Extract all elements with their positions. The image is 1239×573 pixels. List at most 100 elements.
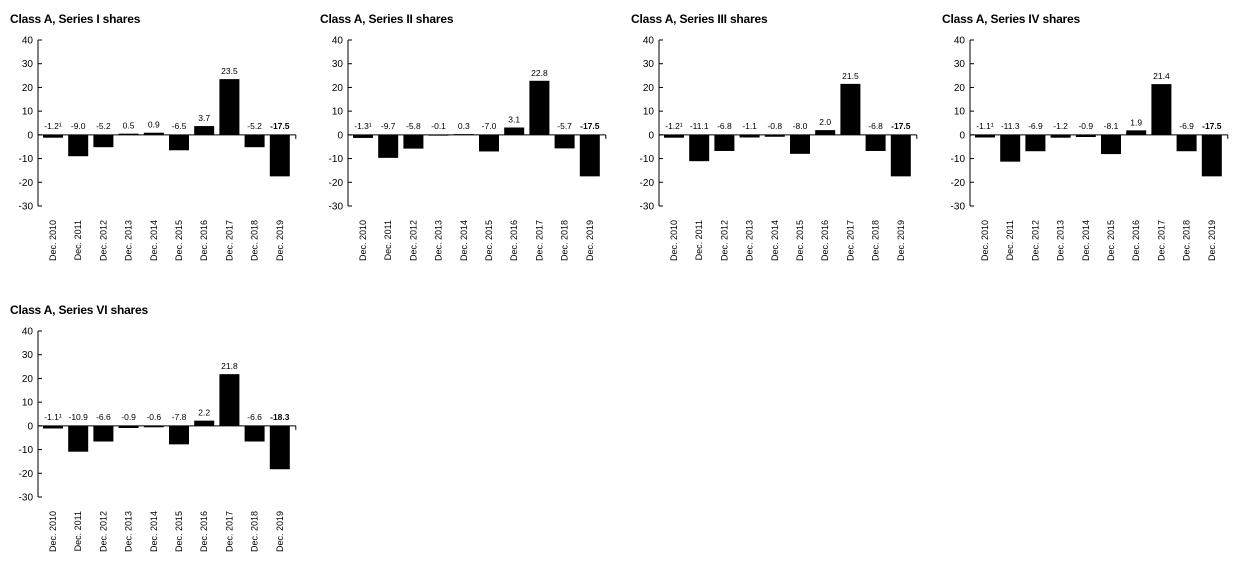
y-tick-label: 40	[22, 36, 34, 47]
chart-title: Class A, Series I shares	[10, 12, 141, 26]
x-tick-label: Dec. 2013	[124, 220, 134, 261]
data-label: -8.1	[1104, 121, 1119, 131]
bar	[1201, 134, 1222, 177]
bar	[403, 134, 424, 149]
y-tick-label: 20	[22, 374, 34, 385]
data-label: 0.5	[123, 121, 135, 131]
y-tick-label: 0	[27, 130, 33, 141]
bar	[68, 425, 89, 452]
y-tick-label: 0	[648, 130, 654, 141]
y-tick-label: -10	[951, 154, 966, 165]
x-tick-label: Dec. 2010	[48, 511, 58, 552]
chart-title: Class A, Series VI shares	[10, 303, 148, 317]
chart-panel-series-i: Class A, Series I shares 40 30 20 10 0 -10 -20…	[8, 12, 308, 282]
data-label: -10.9	[69, 412, 89, 422]
x-tick-label: Dec. 2015	[1106, 220, 1116, 261]
x-tick-label: Dec. 2019	[275, 220, 285, 261]
x-tick-label: Dec. 2012	[98, 511, 108, 552]
bar	[529, 80, 550, 135]
y-tick-label: 30	[332, 59, 344, 70]
data-label: 21.4	[1153, 71, 1170, 81]
y-tick-label: 30	[22, 59, 34, 70]
data-label: 0.9	[148, 120, 160, 130]
bar	[118, 425, 139, 428]
data-label: -7.0	[482, 121, 497, 131]
y-tick-label: 20	[332, 83, 344, 94]
y-tick-label: -30	[640, 202, 655, 213]
data-label: -9.7	[381, 121, 396, 131]
y-tick-label: 40	[643, 36, 655, 47]
x-tick-label: Dec. 2016	[820, 220, 830, 261]
data-label: -17.5	[1202, 121, 1222, 131]
x-tick-label: Dec. 2013	[434, 220, 444, 261]
bar	[975, 134, 995, 138]
bar	[664, 134, 684, 138]
bar	[169, 425, 189, 445]
bar	[815, 130, 836, 135]
x-tick-label: Dec. 2018	[1182, 220, 1192, 261]
y-tick-label: 0	[27, 421, 33, 432]
data-label: 22.8	[531, 68, 548, 78]
x-tick-label: Dec. 2014	[149, 511, 159, 552]
bar	[169, 134, 189, 151]
bar	[689, 134, 710, 162]
data-label: -5.2	[96, 121, 111, 131]
bar	[840, 83, 861, 135]
data-label: -17.5	[270, 121, 290, 131]
bar	[269, 425, 290, 470]
bar	[1075, 134, 1096, 137]
x-tick-label: Dec. 2017	[224, 220, 234, 261]
data-label: -9.0	[71, 121, 86, 131]
x-tick-label: Dec. 2014	[770, 220, 780, 261]
data-label: -6.6	[96, 412, 111, 422]
chart-title: Class A, Series II shares	[320, 12, 454, 26]
y-tick-label: -10	[640, 154, 655, 165]
data-label: 3.1	[508, 115, 520, 125]
data-label: -0.6	[146, 412, 161, 422]
bar	[1025, 134, 1046, 152]
bar	[1126, 130, 1147, 135]
bar	[714, 134, 735, 151]
bar-chart: 40 30 20 10 0 -10 -20 -30 -1.2¹ Dec. 2010 -9.0 Dec.…	[19, 36, 297, 261]
y-tick-label: 10	[643, 107, 655, 118]
x-tick-label: Dec. 2015	[174, 511, 184, 552]
chart-panel-series-iv: Class A, Series IV shares 40 30 20 10 0 -10 -2…	[940, 12, 1239, 282]
x-tick-label: Dec. 2013	[1056, 220, 1066, 261]
x-tick-label: Dec. 2011	[73, 511, 83, 551]
data-label: -0.9	[121, 412, 136, 422]
x-tick-label: Dec. 2014	[459, 220, 469, 261]
x-tick-label: Dec. 2019	[275, 511, 285, 552]
y-tick-label: -10	[19, 154, 34, 165]
x-tick-label: Dec. 2016	[199, 220, 209, 261]
y-tick-label: -20	[640, 178, 655, 189]
y-tick-label: 10	[332, 107, 344, 118]
bar-chart: 40 30 20 10 0 -10 -20 -30 -1.3¹ Dec. 2010 -9.7 Dec.…	[329, 36, 607, 261]
data-label: -17.5	[580, 121, 600, 131]
chart-panel-series-iii: Class A, Series III shares 40 30 20 10 0 -10 -…	[629, 12, 929, 282]
x-tick-label: Dec. 2015	[795, 220, 805, 261]
x-tick-label: Dec. 2011	[383, 220, 393, 260]
chart-title: Class A, Series IV shares	[942, 12, 1080, 26]
bar	[890, 134, 911, 177]
bar	[453, 134, 474, 135]
x-tick-label: Dec. 2019	[896, 220, 906, 261]
bar	[579, 134, 600, 177]
data-label: 21.5	[842, 71, 859, 81]
data-label: -5.8	[406, 121, 421, 131]
y-tick-label: -10	[19, 445, 34, 456]
bar	[118, 133, 139, 135]
data-label: -5.7	[557, 121, 572, 131]
data-label: -6.5	[172, 121, 187, 131]
data-label: -1.2¹	[44, 121, 62, 131]
y-tick-label: 0	[337, 130, 343, 141]
x-tick-label: Dec. 2017	[224, 511, 234, 552]
y-tick-label: -20	[951, 178, 966, 189]
data-label: -0.1	[431, 121, 446, 131]
data-label: 2.2	[198, 408, 210, 418]
bar	[428, 134, 449, 136]
x-tick-label: Dec. 2017	[1156, 220, 1166, 261]
bar	[194, 126, 215, 135]
x-tick-label: Dec. 2014	[149, 220, 159, 261]
bar	[194, 420, 215, 426]
bar	[219, 374, 240, 426]
